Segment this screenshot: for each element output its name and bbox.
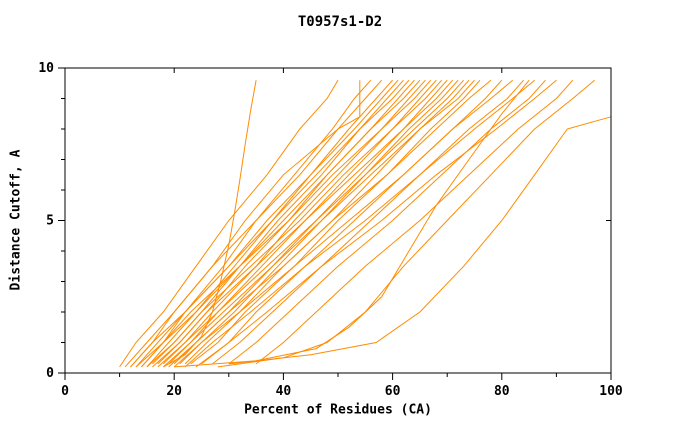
data-line [135,79,399,368]
x-tick-label: 20 [166,384,182,399]
x-axis-label: Percent of Residues (CA) [244,402,432,418]
data-line [195,79,557,368]
y-tick-label: 10 [38,61,54,76]
data-line [190,79,481,365]
data-line [217,79,595,368]
data-line [184,79,535,368]
data-line [162,79,475,368]
data-line [212,79,524,365]
x-tick-label: 40 [276,384,292,399]
data-line [130,79,410,368]
data-line [141,79,421,368]
x-tick-label: 0 [61,384,69,399]
data-line [201,79,503,365]
x-tick-label: 100 [599,384,623,399]
chart-title: T0957s1-D2 [297,14,383,30]
data-line [124,79,383,368]
data-line [163,80,257,368]
data-line [173,79,514,368]
y-tick-label: 0 [46,366,54,381]
data-line [168,79,437,365]
data-line [179,79,459,365]
x-tick-label: 60 [385,384,401,399]
data-line [152,79,454,368]
data-line [157,79,464,368]
data-line [174,79,530,368]
data-line [119,79,339,368]
data-line [135,79,432,368]
data-line [146,79,443,368]
data-line [157,79,415,365]
data-line [130,80,361,368]
data-line [255,79,574,365]
data-line [162,79,426,365]
data-line [168,79,492,368]
data-line [141,79,372,368]
data-line [228,79,546,365]
y-tick-label: 5 [46,214,54,229]
x-tick-label: 80 [494,384,510,399]
data-line [228,80,612,365]
